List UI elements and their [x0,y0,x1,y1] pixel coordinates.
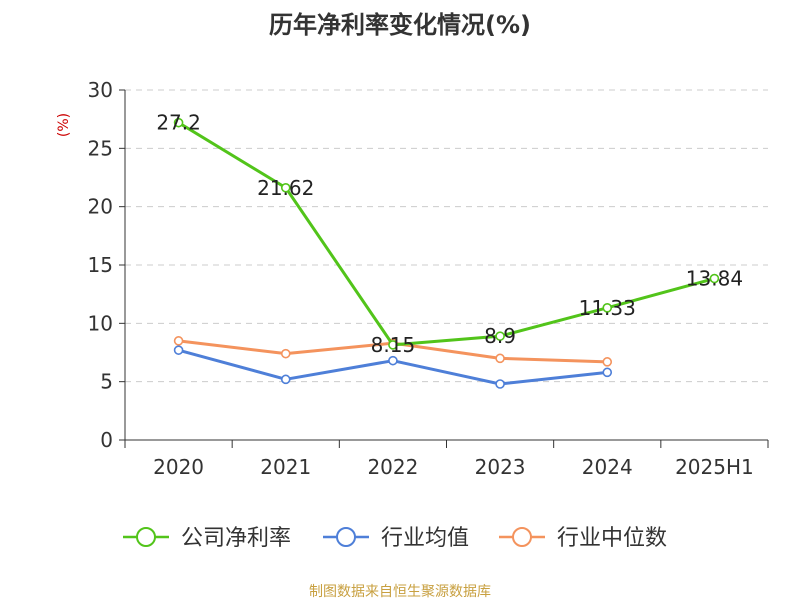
y-tick-label: 20 [88,195,113,219]
data-point[interactable] [388,355,398,366]
y-tick-label: 5 [100,370,113,394]
x-tick-label: 2025H1 [675,455,754,479]
data-label: 11.33 [579,296,636,320]
data-label: 21.62 [257,176,314,200]
chart-title: 历年净利率变化情况(%) [269,11,531,39]
data-point[interactable] [280,374,291,385]
data-point[interactable] [495,353,505,364]
legend-item[interactable]: 行业中位数 [499,526,667,551]
data-point[interactable] [495,331,505,341]
data-point[interactable] [280,348,291,359]
data-label: 8.9 [484,324,516,348]
legend-marker [136,527,156,547]
axes: 0 5 10 15 20 25 30 2020 2021 2022 2023 2024 2025H1 [88,78,769,479]
data-label: 27.2 [156,111,201,135]
x-tick-label: 2024 [582,455,633,479]
data-label: 13.84 [686,267,743,291]
series-layer [173,117,720,389]
series-line [177,121,715,347]
data-point[interactable] [495,379,505,389]
y-tick-label: 30 [88,78,113,102]
data-point[interactable] [602,357,613,367]
y-tick-label: 15 [88,253,113,277]
y-tick-label: 0 [100,428,113,452]
legend-item[interactable]: 行业均值 [323,526,469,551]
legend-label: 行业均值 [381,526,469,551]
legend-marker [512,527,532,547]
data-point[interactable] [280,182,291,193]
x-tick-label: 2020 [153,455,204,479]
grid-lines [125,89,768,383]
legend[interactable]: 公司净利率 行业均值 行业中位数 [123,526,667,551]
legend-marker [336,527,356,547]
data-point[interactable] [173,345,184,355]
source-note: 制图数据来自恒生聚源数据库 [309,584,491,600]
data-point[interactable] [173,117,184,128]
x-tick-label: 2022 [367,455,418,479]
x-tick-label: 2021 [260,455,311,479]
data-point[interactable] [602,303,613,313]
data-point[interactable] [602,367,613,378]
data-point[interactable] [173,336,184,346]
legend-label: 公司净利率 [181,526,291,551]
legend-label: 行业中位数 [557,526,667,551]
data-point[interactable] [709,273,720,284]
y-axis-label: (%) [56,113,72,137]
data-labels: 27.2 21.62 8.15 8.9 11.33 13.84 [156,111,743,357]
data-label: 8.15 [371,333,416,357]
y-tick-label: 10 [88,311,113,335]
data-point[interactable] [388,340,398,350]
legend-item[interactable]: 公司净利率 [123,526,291,551]
x-tick-label: 2023 [475,455,526,479]
y-tick-label: 25 [88,136,113,160]
